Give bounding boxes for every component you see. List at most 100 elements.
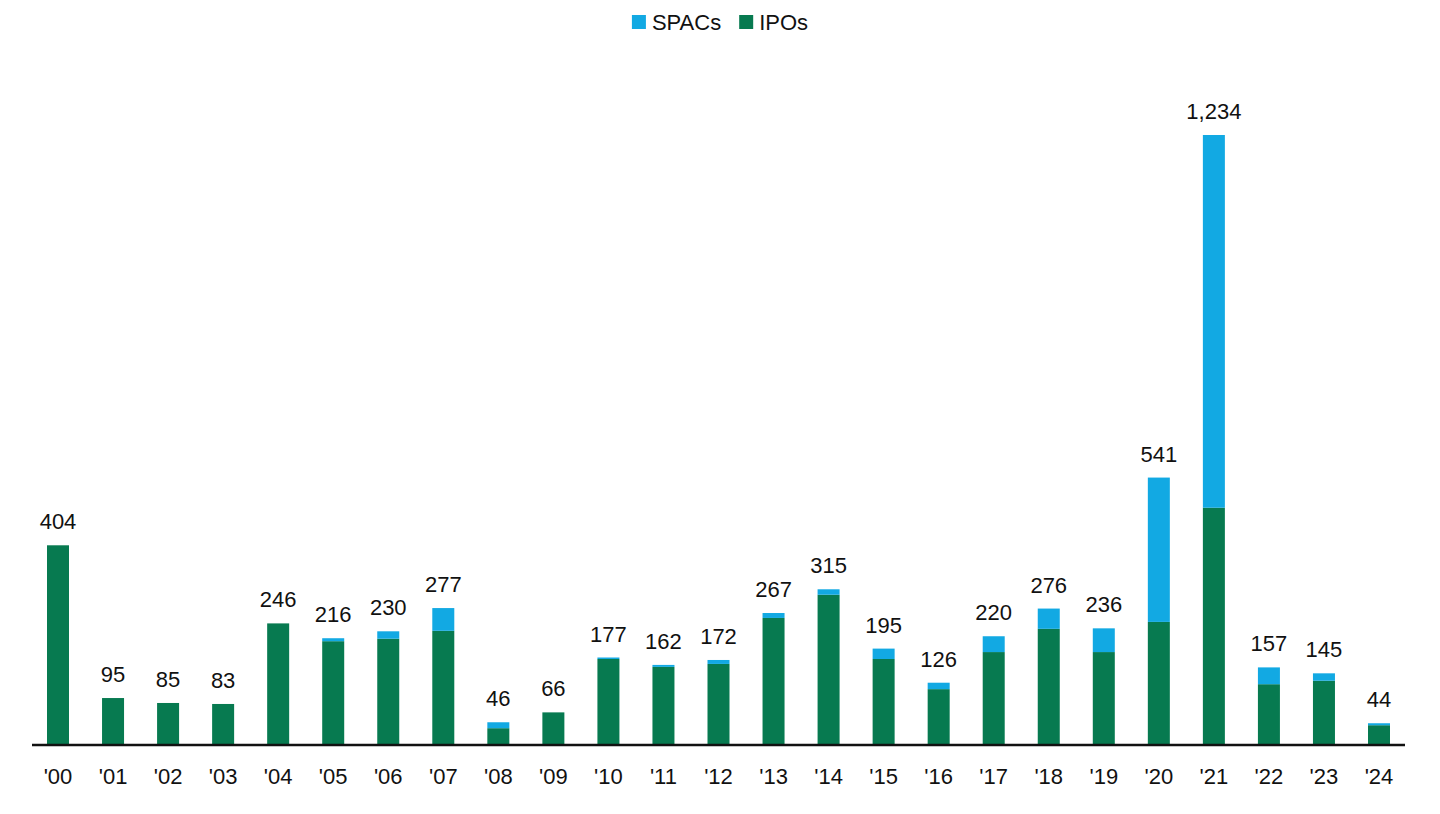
x-tick-label: '18 bbox=[1034, 764, 1063, 789]
total-label: 1,234 bbox=[1186, 99, 1241, 124]
x-tick-label: '23 bbox=[1310, 764, 1339, 789]
bar-segment bbox=[102, 698, 124, 745]
total-label: 404 bbox=[40, 509, 77, 534]
x-tick-label: '21 bbox=[1200, 764, 1229, 789]
total-label: 44 bbox=[1367, 687, 1391, 712]
bar-segment bbox=[212, 703, 234, 704]
x-tick-label: '14 bbox=[814, 764, 843, 789]
bar-segment bbox=[487, 728, 509, 745]
bar-segment bbox=[1093, 652, 1115, 745]
total-label: 85 bbox=[156, 667, 180, 692]
total-label: 95 bbox=[101, 662, 125, 687]
x-tick-label: '04 bbox=[264, 764, 293, 789]
total-label: 177 bbox=[590, 622, 627, 647]
total-label: 195 bbox=[865, 613, 902, 638]
bar-segment bbox=[708, 664, 730, 745]
bar-segment bbox=[322, 638, 344, 641]
bar-segment bbox=[928, 689, 950, 745]
x-axis bbox=[32, 744, 1405, 747]
total-label: 230 bbox=[370, 595, 407, 620]
bar-segment bbox=[267, 623, 289, 745]
total-label: 541 bbox=[1140, 442, 1177, 467]
bar-segment bbox=[983, 636, 1005, 652]
total-label: 315 bbox=[810, 553, 847, 578]
bar-segment bbox=[1038, 609, 1060, 629]
legend-label: IPOs bbox=[759, 10, 808, 35]
total-label: 277 bbox=[425, 572, 462, 597]
x-tick-label: '22 bbox=[1255, 764, 1284, 789]
x-tick-label: '00 bbox=[44, 764, 73, 789]
bar-segment bbox=[597, 658, 619, 659]
bar-segment bbox=[157, 702, 179, 703]
bars bbox=[47, 135, 1390, 745]
x-tick-label: '02 bbox=[154, 764, 183, 789]
x-tick-label: '13 bbox=[759, 764, 788, 789]
total-label: 267 bbox=[755, 577, 792, 602]
chart: 4049585832462162302774666177162172267315… bbox=[0, 0, 1440, 814]
bar-segment bbox=[432, 608, 454, 631]
bar-segment bbox=[157, 703, 179, 745]
total-label: 126 bbox=[920, 647, 957, 672]
bar-segment bbox=[983, 652, 1005, 745]
total-label: 162 bbox=[645, 629, 682, 654]
bar-segment bbox=[1038, 629, 1060, 745]
total-label: 172 bbox=[700, 624, 737, 649]
bar-segment bbox=[322, 641, 344, 745]
bar-segment bbox=[47, 545, 69, 745]
x-tick-label: '16 bbox=[924, 764, 953, 789]
x-tick-label: '01 bbox=[99, 764, 128, 789]
bar-segment bbox=[432, 631, 454, 745]
x-tick-label: '07 bbox=[429, 764, 458, 789]
bar-segment bbox=[1313, 673, 1335, 680]
bar-segment bbox=[1258, 684, 1280, 745]
legend-swatch bbox=[739, 15, 753, 29]
bar-segment bbox=[542, 712, 564, 713]
bar-segment bbox=[652, 665, 674, 667]
bar-segment bbox=[267, 623, 289, 624]
x-tick-label: '15 bbox=[869, 764, 898, 789]
x-tick-label: '24 bbox=[1365, 764, 1394, 789]
x-tick-label: '17 bbox=[979, 764, 1008, 789]
bar-segment bbox=[597, 659, 619, 745]
bar-segment bbox=[1203, 508, 1225, 745]
bar-segment bbox=[487, 722, 509, 728]
bar-segment bbox=[873, 649, 895, 659]
bar-segment bbox=[1368, 725, 1390, 745]
bar-segment bbox=[818, 589, 840, 594]
x-tick-label: '20 bbox=[1144, 764, 1173, 789]
bar-segment bbox=[212, 704, 234, 745]
x-tick-label: '10 bbox=[594, 764, 623, 789]
legend-swatch bbox=[632, 15, 646, 29]
bar-segment bbox=[708, 660, 730, 664]
bar-segment bbox=[818, 595, 840, 745]
bar-segment bbox=[542, 712, 564, 745]
bar-segment bbox=[1148, 622, 1170, 745]
x-tick-label: '19 bbox=[1089, 764, 1118, 789]
x-tick-label: '08 bbox=[484, 764, 513, 789]
x-tick-label: '12 bbox=[704, 764, 733, 789]
total-label: 145 bbox=[1306, 637, 1343, 662]
bar-segment bbox=[652, 667, 674, 745]
x-tick-label: '03 bbox=[209, 764, 238, 789]
bar-segment bbox=[377, 639, 399, 745]
total-label: 220 bbox=[975, 600, 1012, 625]
bar-segment bbox=[873, 659, 895, 745]
total-label: 246 bbox=[260, 587, 297, 612]
bar-segment bbox=[102, 698, 124, 699]
legend: SPACs IPOs bbox=[632, 10, 808, 35]
total-label: 236 bbox=[1085, 592, 1122, 617]
x-tick-label: '05 bbox=[319, 764, 348, 789]
bar-segment bbox=[377, 631, 399, 638]
bar-segment bbox=[1203, 135, 1225, 508]
bar-segment bbox=[1258, 667, 1280, 684]
total-label: 46 bbox=[486, 686, 510, 711]
bar-segment bbox=[1093, 628, 1115, 652]
bar-segment bbox=[1148, 478, 1170, 622]
bar-segment bbox=[763, 613, 785, 618]
total-label: 157 bbox=[1251, 631, 1288, 656]
bar-segment bbox=[763, 618, 785, 745]
legend-label: SPACs bbox=[652, 10, 721, 35]
x-tick-label: '06 bbox=[374, 764, 403, 789]
x-tick-label: '11 bbox=[650, 764, 677, 789]
bar-segment bbox=[1313, 681, 1335, 745]
